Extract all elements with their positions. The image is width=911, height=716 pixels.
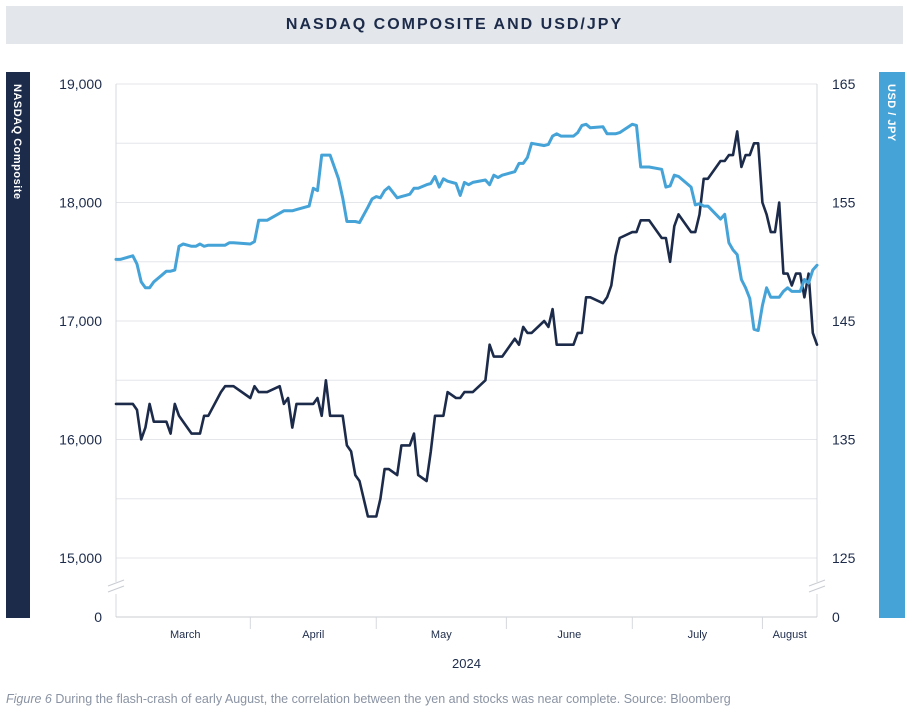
left-tick-label: 18,000 bbox=[59, 195, 102, 211]
right-tick-label: 165 bbox=[832, 76, 856, 92]
caption-text: During the flash-crash of early August, … bbox=[51, 692, 731, 706]
left-axis-label: NASDAQ Composite bbox=[11, 84, 23, 200]
x-tick-label: July bbox=[688, 629, 708, 641]
left-tick-label: 17,000 bbox=[59, 313, 102, 329]
axis-break-mark bbox=[808, 585, 826, 593]
right-tick-label: 155 bbox=[832, 195, 856, 211]
x-tick-label: April bbox=[302, 629, 324, 641]
chart-title: NASDAQ COMPOSITE AND USD/JPY bbox=[6, 6, 903, 44]
nasdaq-series-line bbox=[114, 130, 819, 518]
left-tick-label: 16,000 bbox=[59, 432, 102, 448]
right-tick-label: 135 bbox=[832, 432, 856, 448]
right-tick-label: 0 bbox=[832, 609, 840, 625]
left-axis-label-bar: NASDAQ Composite bbox=[6, 72, 30, 618]
x-tick-label: June bbox=[557, 629, 581, 641]
right-axis-label-bar: USD / JPY bbox=[879, 72, 905, 618]
figure-label: Figure 6 bbox=[6, 692, 52, 706]
x-tick-label: May bbox=[431, 629, 452, 641]
left-tick-label: 0 bbox=[94, 609, 102, 625]
right-axis-label: USD / JPY bbox=[885, 84, 897, 142]
x-axis-title: 2024 bbox=[452, 656, 481, 671]
x-tick-label: August bbox=[773, 629, 807, 641]
axis-break-mark bbox=[107, 579, 125, 587]
axis-break-mark bbox=[808, 579, 826, 587]
right-tick-label: 125 bbox=[832, 550, 856, 566]
usdjpy-series-line bbox=[114, 122, 819, 332]
axis-break-mark bbox=[107, 585, 125, 593]
right-tick-label: 145 bbox=[832, 313, 856, 329]
left-tick-label: 15,000 bbox=[59, 550, 102, 566]
x-tick-label: March bbox=[170, 629, 201, 641]
figure-caption: Figure 6 During the flash-crash of early… bbox=[6, 692, 906, 706]
left-tick-label: 19,000 bbox=[59, 76, 102, 92]
